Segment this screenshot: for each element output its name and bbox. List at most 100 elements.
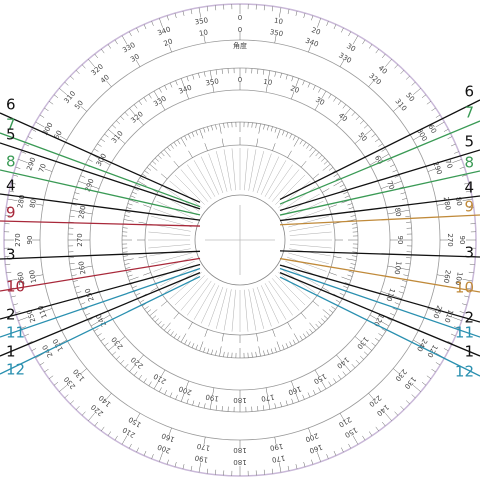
spoke [244,289,249,332]
tick [326,21,329,26]
tick [400,70,405,75]
tick [170,144,174,149]
ring-label: 0 [238,76,242,84]
tick [352,227,358,229]
ring-label: 260 [442,269,452,284]
tick [322,188,330,193]
tick [198,401,200,407]
tick [328,309,334,313]
tick [285,74,288,80]
tick [97,333,102,337]
tick [368,80,374,87]
tick [59,339,67,345]
tick [221,68,223,74]
tick [206,468,209,474]
tick [123,255,129,257]
tick [27,136,33,139]
tick [143,97,147,102]
tick [122,227,128,229]
tick [309,328,313,334]
tick [188,150,193,158]
tick [292,135,296,141]
tick [380,291,389,295]
ring-label: 160 [287,384,302,396]
tick [53,382,59,386]
measure-line [0,257,201,292]
tick [251,352,253,358]
tick [431,107,436,112]
tick [64,81,69,86]
ring-label: 0 [238,14,242,22]
ring-label: 350 [194,16,209,26]
tick [303,461,306,467]
tick [392,295,402,300]
tick [138,118,144,126]
tick [312,300,320,307]
tick [118,336,126,342]
line-number: 5 [6,126,16,144]
tick [136,447,139,453]
tick [219,123,222,134]
tick [464,295,470,298]
tick [114,39,118,45]
tick [180,78,185,88]
tick [317,18,321,28]
tick [267,70,271,81]
tick [164,389,168,395]
tick [343,285,348,289]
spoke [231,289,236,332]
tick [204,143,208,151]
tick [363,343,372,351]
line-number: 8 [464,154,474,172]
tick [164,85,168,91]
ring-label: 180 [233,446,246,454]
tick [182,10,185,16]
ring-label: 130 [72,367,87,382]
tick [352,435,359,445]
tick [295,464,298,470]
spoke [256,153,272,194]
tick [104,133,109,138]
tick [369,314,377,320]
tick [309,322,317,331]
tick [227,352,229,358]
tick [314,103,320,111]
tick [70,400,75,405]
tick [380,185,389,189]
tick [212,84,215,93]
tick [120,359,125,364]
tick [143,378,147,383]
ring-label: 130 [355,335,370,350]
ring-label: 160 [161,431,176,443]
tick [276,341,281,351]
tick [427,308,436,312]
tick [435,121,445,128]
ring-label: 330 [121,41,137,55]
tick [328,381,332,386]
tick [211,125,213,131]
tick [278,462,282,473]
tick [406,221,412,223]
tick [114,435,118,441]
ring-label: 330 [152,95,168,109]
ring-label: 20 [310,26,321,37]
tick [323,160,328,165]
tick [121,435,128,445]
tick [144,306,149,310]
tick [314,369,320,377]
tick [123,258,134,261]
tick [311,15,314,21]
tick [295,78,300,88]
tick [192,400,195,406]
measure-line [279,170,480,216]
spoke [200,285,220,324]
tick [326,454,329,459]
tick [149,309,158,317]
tick [267,399,271,410]
tick [320,90,327,100]
tick [450,143,456,147]
tick [160,152,165,157]
ring-label: 140 [97,394,112,409]
line-number: 2 [464,309,474,327]
tick [163,322,171,331]
